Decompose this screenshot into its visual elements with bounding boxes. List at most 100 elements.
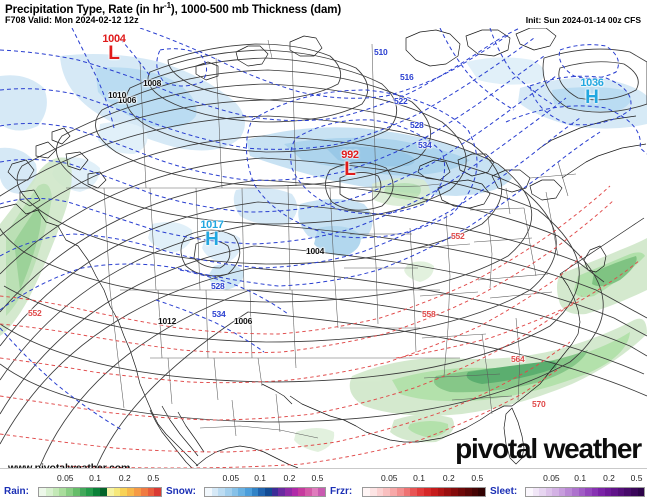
warm-thickness-label: 570 [532, 399, 546, 409]
high-pressure-value: 1017 [200, 219, 224, 231]
legend-tick: 0.05 [380, 473, 398, 483]
legend-ticks-rain: 0.05 0.1 0.2 0.5 [38, 473, 162, 485]
legend-swatch [100, 488, 107, 496]
high-pressure-marker-1017[interactable]: 1017 H [190, 219, 234, 250]
legend-swatch [79, 488, 87, 496]
low-pressure-glyph: L [108, 43, 120, 64]
legend-swatch [591, 488, 599, 496]
page-title: Precipitation Type, Rate (in hr-1), 1000… [5, 1, 341, 16]
legend-swatch [258, 488, 266, 496]
legend-tick: 0.1 [254, 473, 267, 483]
legend-swatch [571, 488, 579, 496]
legend-swatch [72, 488, 80, 496]
legend-swatch [311, 488, 319, 496]
legend-swatch [291, 488, 299, 496]
legend-group-sleet: Sleet: 0.05 0.1 0.2 0.5 [490, 469, 645, 501]
legend-swatch [127, 488, 134, 496]
legend-tick: 0.1 [574, 473, 587, 483]
isobar-label: 1006 [118, 95, 137, 105]
legend-swatch [585, 488, 592, 496]
thickness-label: 522 [394, 96, 408, 106]
legend-swatch [86, 488, 94, 496]
legend-tick: 0.2 [283, 473, 296, 483]
legend-swatch [631, 488, 638, 496]
legend-label-snow: Snow: [166, 486, 196, 497]
legend-swatch [471, 488, 479, 496]
legend-swatch [532, 488, 540, 496]
legend-swatch [526, 488, 533, 496]
legend-swatch [552, 488, 559, 496]
map-state-borders [66, 39, 577, 439]
map-canvas[interactable]: 1004 L 992 L 1017 H 1036 H 1006 1008 101… [0, 28, 647, 468]
legend-swatch [424, 488, 431, 496]
page-title-main: Precipitation Type, Rate (in hr [5, 3, 164, 16]
legend-swatch [238, 488, 246, 496]
high-pressure-glyph: H [205, 229, 219, 250]
legend-swatch [403, 488, 411, 496]
legend-swatch [624, 488, 631, 496]
legend-tick: 0.2 [442, 473, 455, 483]
legend-swatch [39, 488, 46, 496]
precip-rain-shading [0, 157, 647, 452]
legend-swatch [451, 488, 458, 496]
warm-thickness-label: 564 [511, 354, 525, 364]
legend-swatch [430, 488, 438, 496]
legend-swatch [396, 488, 404, 496]
legend-swatch [478, 488, 486, 496]
legend-swatch [231, 488, 239, 496]
thickness-label: 528 [211, 281, 225, 291]
legend-swatch [457, 488, 465, 496]
warm-thickness-label: 552 [28, 308, 42, 318]
thickness-label: 510 [374, 47, 388, 57]
legend-group-snow: Snow: 0.05 0.1 0.2 0.5 [166, 469, 326, 501]
header: Precipitation Type, Rate (in hr-1), 1000… [0, 0, 647, 28]
legend-colorbar-frzr[interactable] [362, 487, 486, 497]
low-pressure-marker-1004[interactable]: 1004 L [92, 34, 136, 64]
legend-swatch [154, 488, 162, 496]
legend-tick: 0.05 [56, 473, 74, 483]
legend-swatch [305, 488, 312, 496]
legend-ticks-sleet: 0.05 0.1 0.2 0.5 [525, 473, 645, 485]
thickness-label: 528 [410, 120, 424, 130]
legend-swatch [410, 488, 418, 496]
page-title-tail: ), 1000-500 mb Thickness (dam) [170, 3, 342, 16]
legend-ticks-frzr: 0.05 0.1 0.2 0.5 [362, 473, 486, 485]
legend-swatch [611, 488, 618, 496]
legend-swatch [285, 488, 292, 496]
legend-colorbar-snow[interactable] [204, 487, 326, 497]
map-svg [0, 28, 647, 468]
legend-swatch [133, 488, 141, 496]
thickness-label: 534 [418, 140, 432, 150]
isobar-label: 1004 [306, 246, 325, 256]
legend-tick: 0.5 [630, 473, 643, 483]
thickness-label: 534 [212, 309, 226, 319]
legend-swatch [120, 488, 128, 496]
legend-swatch [52, 488, 60, 496]
low-pressure-marker-992[interactable]: 992 L [330, 150, 370, 180]
legend-colorbar-sleet[interactable] [525, 487, 645, 497]
legend-tick: 0.2 [118, 473, 131, 483]
pivotal-weather-logo: pivotal weather [455, 433, 642, 464]
legend-swatch [59, 488, 67, 496]
legend-swatch [637, 488, 645, 496]
isobar-contours [0, 43, 647, 468]
legend-colorbar-rain[interactable] [38, 487, 162, 497]
isobar-label: 1006 [234, 316, 253, 326]
legend-group-rain: Rain: 0.05 0.1 0.2 0.5 [4, 469, 162, 501]
thickness-contours-warm [0, 185, 641, 468]
high-pressure-glyph: H [585, 87, 599, 108]
valid-time-label: F708 Valid: Mon 2024-02-12 12z [5, 15, 139, 25]
legend-swatch [251, 488, 259, 496]
legend-swatch [218, 488, 226, 496]
legend-swatch [617, 488, 625, 496]
high-pressure-marker-1036[interactable]: 1036 H [570, 78, 614, 108]
legend-swatch [271, 488, 279, 496]
legend-swatch [369, 488, 377, 496]
isobar-label: 1008 [143, 78, 162, 88]
legend-tick: 0.2 [603, 473, 615, 483]
watermark-url: www.pivotalweather.com [8, 462, 131, 468]
legend-swatch [604, 488, 612, 496]
legend-bar: Rain: 0.05 0.1 0.2 0.5 Snow: 0.05 0.1 0.… [0, 468, 647, 501]
warm-thickness-label: 552 [451, 231, 465, 241]
